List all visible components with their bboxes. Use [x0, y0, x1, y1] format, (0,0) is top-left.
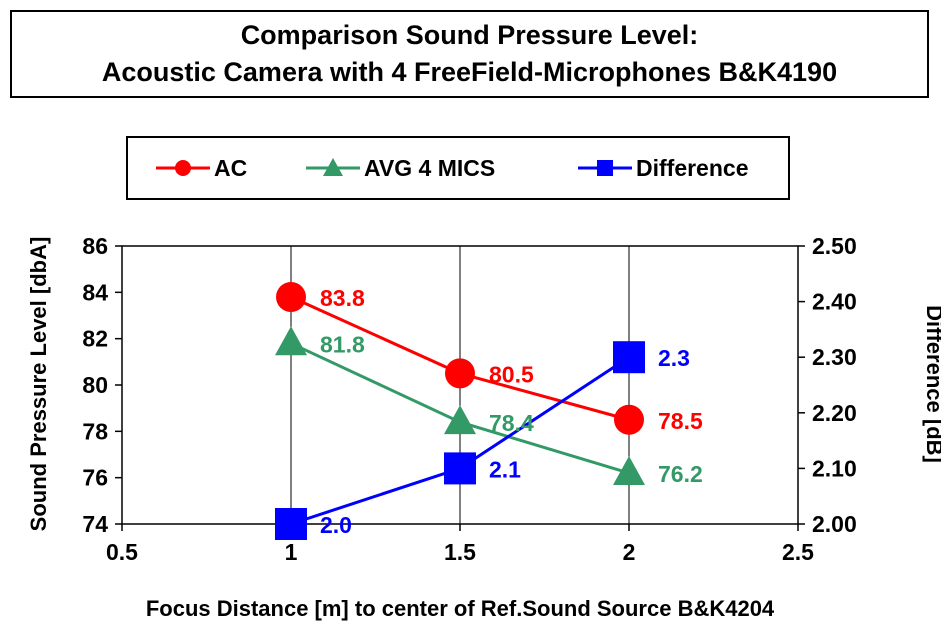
- data-label-ac: 80.5: [489, 361, 534, 387]
- data-label-difference: 2.1: [489, 456, 521, 482]
- chart-title-line-2: Acoustic Camera with 4 FreeField-Microph…: [101, 57, 838, 87]
- series-layer: [275, 281, 645, 540]
- y2-tick-label: 2.50: [812, 233, 857, 259]
- data-point-ac: [276, 281, 306, 312]
- chart-title-line-1: Comparison Sound Pressure Level:: [240, 20, 699, 50]
- data-label-ac: 78.5: [658, 408, 703, 434]
- legend-label-ac: AC: [214, 154, 248, 181]
- legend-item-difference: Difference: [576, 138, 748, 198]
- data-point-avg-4-mics: [613, 456, 645, 486]
- y-tick-label: 84: [82, 279, 108, 305]
- y-tick-label: 78: [82, 418, 108, 444]
- x-tick-label: 1.5: [444, 539, 476, 565]
- legend-label-avg-4-mics: AVG 4 MICS: [364, 154, 496, 181]
- data-label-avg-4-mics: 78.4: [489, 410, 534, 436]
- data-labels: 83.8 80.5 78.5 81.8 78.4 76.2 2.0 2.1 2.3: [320, 285, 703, 538]
- axes: 0.5 1 1.5 2 2.5 74 76 78 80 82 84 86 2.00 2.10 2.20 2.3…: [82, 233, 856, 565]
- data-point-avg-4-mics: [275, 326, 307, 356]
- data-label-avg-4-mics: 81.8: [320, 331, 365, 357]
- y-axis-title: Sound Pressure Level [dbA]: [26, 237, 51, 532]
- legend-item-ac: AC: [154, 138, 247, 198]
- data-label-avg-4-mics: 76.2: [658, 461, 703, 487]
- data-label-difference: 2.3: [658, 345, 690, 371]
- data-point-ac: [614, 404, 644, 435]
- y2-tick-label: 2.00: [812, 511, 857, 537]
- data-point-ac: [445, 358, 475, 389]
- data-label-ac: 83.8: [320, 285, 365, 311]
- data-point-difference: [613, 341, 645, 374]
- y2-axis-title: Difference [dB]: [922, 305, 941, 463]
- data-label-difference: 2.0: [320, 512, 352, 538]
- x-tick-label: 2: [623, 539, 636, 565]
- x-tick-label: 0.5: [106, 539, 138, 565]
- data-point-difference: [275, 508, 307, 540]
- y2-tick-label: 2.20: [812, 400, 857, 426]
- x-axis-title: Focus Distance [m] to center of Ref.Soun…: [146, 596, 775, 621]
- y2-tick-label: 2.10: [812, 455, 857, 481]
- chart-title-box: Comparison Sound Pressure Level: Acousti…: [10, 10, 929, 98]
- legend-swatch-difference: [578, 160, 632, 176]
- legend-label-difference: Difference: [636, 154, 749, 181]
- legend-item-avg-4-mics: AVG 4 MICS: [304, 138, 495, 198]
- data-point-difference: [444, 452, 476, 485]
- y-tick-label: 82: [82, 326, 108, 352]
- legend-swatch-avg-4-mics: [306, 158, 360, 176]
- y2-tick-label: 2.30: [812, 344, 857, 370]
- legend-swatch-ac: [156, 160, 210, 176]
- x-tick-label: 2.5: [782, 539, 814, 565]
- y-tick-label: 86: [82, 233, 108, 259]
- y-tick-label: 74: [82, 511, 108, 537]
- legend: AC AVG 4 MICS Difference: [126, 136, 790, 200]
- y2-tick-label: 2.40: [812, 289, 857, 315]
- data-point-avg-4-mics: [444, 405, 476, 435]
- x-tick-label: 1: [285, 539, 298, 565]
- y-tick-label: 76: [82, 465, 108, 491]
- y-tick-label: 80: [82, 372, 108, 398]
